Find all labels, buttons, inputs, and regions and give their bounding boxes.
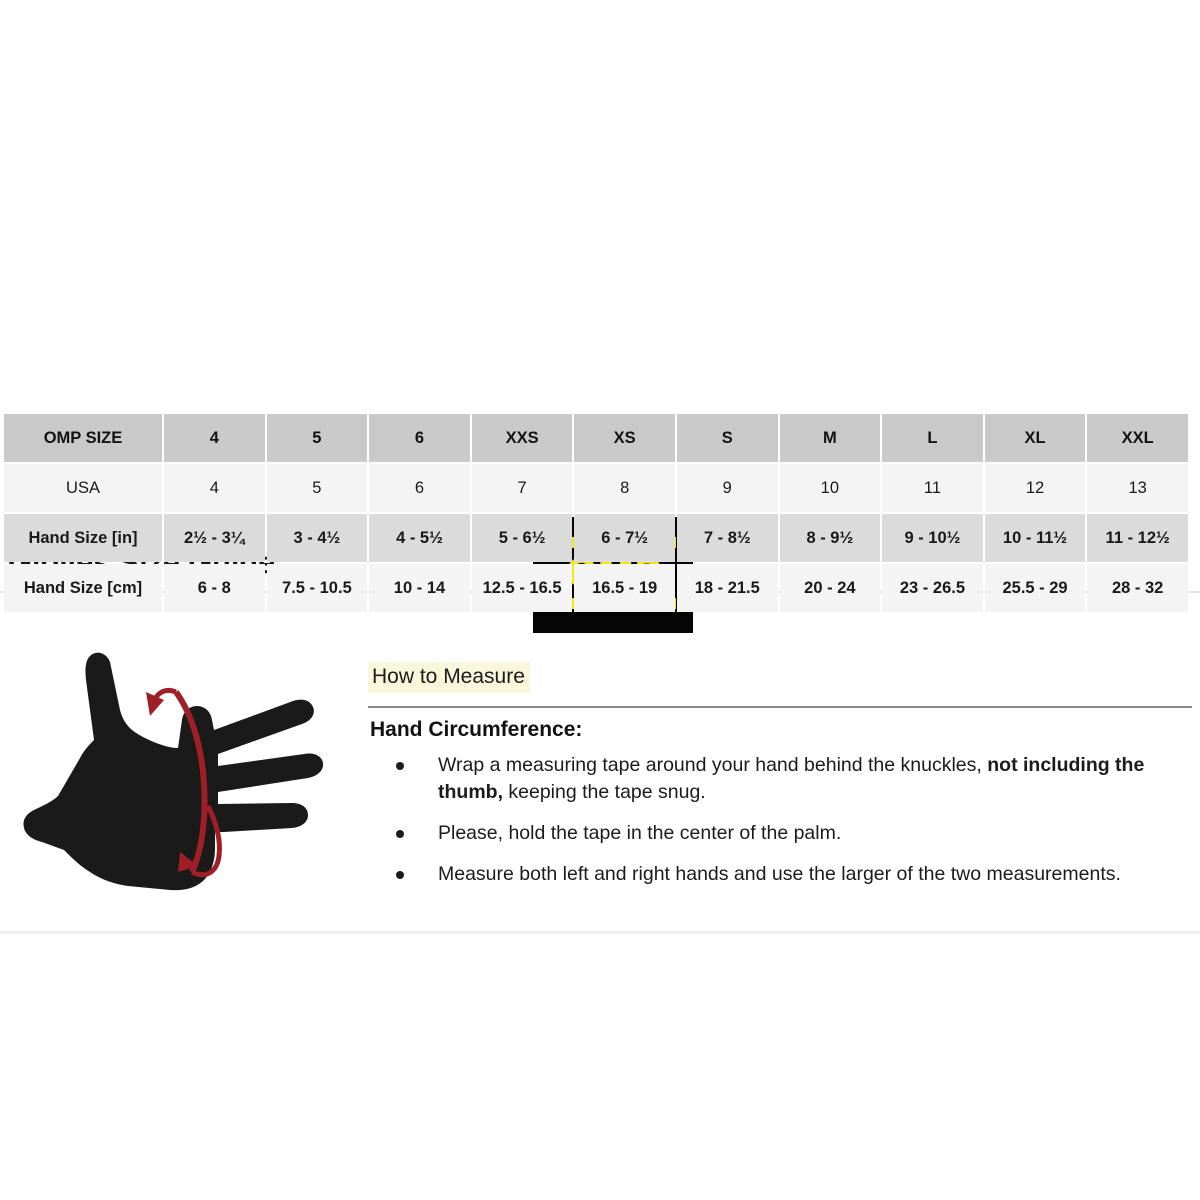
column-header-size: S (676, 414, 778, 462)
footer-divider (0, 931, 1200, 934)
bullet-text-part1: Please, hold the tape in the center of t… (438, 822, 842, 844)
cell-hand-size-in: 11 - 12½ (1087, 514, 1188, 562)
cell-hand-size-cm: 16.5 - 19 (574, 564, 675, 612)
column-header-size: 5 (266, 414, 368, 462)
cell-hand-size-in: 9 - 10½ (882, 514, 983, 562)
cell-hand-size-in: 4 - 5½ (369, 514, 470, 562)
cell-hand-size-cm: 20 - 24 (779, 564, 881, 612)
size-chart-table: OMP SIZE 4 5 6 XXS XS S M L XL XXL USA 4… (2, 412, 1190, 614)
bullet-icon (396, 871, 404, 879)
subheading-hand-circumference: Hand Circumference: (370, 718, 583, 741)
column-header-size: M (779, 414, 881, 462)
bullet-text-bold: not including the thumb, (438, 754, 1145, 803)
column-header-size: XXS (471, 414, 573, 462)
column-header-size: 4 (164, 414, 265, 462)
table-row: Hand Size [in] 2½ - 3¼ 3 - 4½ 4 - 5½ 5 -… (4, 514, 1188, 562)
cell-usa: 10 (779, 464, 881, 512)
section-heading-wrap: How to Measure (368, 662, 1192, 693)
cell-hand-size-cm: 25.5 - 29 (984, 564, 1086, 612)
hand-silhouette (23, 652, 324, 891)
column-header-size: XXL (1087, 414, 1188, 462)
column-header-size: L (882, 414, 983, 462)
tape-arrow-lower (178, 852, 198, 872)
cell-hand-size-cm: 12.5 - 16.5 (471, 564, 573, 612)
cell-usa: 9 (676, 464, 778, 512)
column-header-omp-size: OMP SIZE (4, 414, 162, 462)
tape-loop-front (173, 690, 208, 874)
cell-usa: 11 (882, 464, 983, 512)
instruction-list: Wrap a measuring tape around your hand b… (370, 752, 1192, 902)
page-header: Gloves Size Guide OMP (0, 258, 1200, 633)
cell-hand-size-cm: 7.5 - 10.5 (266, 564, 368, 612)
bullet-text-part2: keeping the tape snug. (502, 781, 706, 803)
how-to-measure-panel: How to Measure Hand Circumference: Wrap … (0, 640, 1200, 930)
cell-hand-size-cm: 6 - 8 (164, 564, 265, 612)
cell-usa: 4 (164, 464, 265, 512)
list-item: Please, hold the tape in the center of t… (370, 820, 1192, 847)
table-header-row: OMP SIZE 4 5 6 XXS XS S M L XL XXL (4, 414, 1188, 462)
table-row: Hand Size [cm] 6 - 8 7.5 - 10.5 10 - 14 … (4, 564, 1188, 612)
tape-arrow-upper (146, 692, 164, 716)
cell-hand-size-cm: 10 - 14 (369, 564, 470, 612)
list-item: Measure both left and right hands and us… (370, 861, 1192, 888)
cell-usa: 5 (266, 464, 368, 512)
cell-hand-size-cm: 18 - 21.5 (676, 564, 778, 612)
cell-hand-size-in: 6 - 7½ (574, 514, 675, 562)
bullet-icon (396, 830, 404, 838)
bullet-icon (396, 762, 404, 770)
row-label-hand-size-in: Hand Size [in] (4, 514, 162, 562)
cell-hand-size-in: 3 - 4½ (266, 514, 368, 562)
cell-usa: 6 (369, 464, 470, 512)
column-header-size: XS (574, 414, 675, 462)
column-header-size: XL (984, 414, 1086, 462)
cell-usa: 13 (1087, 464, 1188, 512)
cell-usa: 12 (984, 464, 1086, 512)
bullet-text-part1: Wrap a measuring tape around your hand b… (438, 754, 988, 776)
cell-hand-size-in: 10 - 11½ (984, 514, 1086, 562)
cell-usa: 8 (574, 464, 675, 512)
list-item: Wrap a measuring tape around your hand b… (370, 752, 1192, 806)
cell-hand-size-in: 7 - 8½ (676, 514, 778, 562)
section-divider (368, 706, 1192, 708)
cell-usa: 7 (471, 464, 573, 512)
cell-hand-size-in: 5 - 6½ (471, 514, 573, 562)
bullet-text-part1: Measure both left and right hands and us… (438, 863, 1121, 885)
row-label-hand-size-cm: Hand Size [cm] (4, 564, 162, 612)
cell-hand-size-cm: 28 - 32 (1087, 564, 1188, 612)
column-header-size: 6 (369, 414, 470, 462)
section-heading-how-to-measure: How to Measure (368, 662, 530, 693)
cell-hand-size-in: 2½ - 3¼ (164, 514, 265, 562)
tape-loop-back (190, 804, 222, 878)
table-row: USA 4 5 6 7 8 9 10 11 12 13 (4, 464, 1188, 512)
row-label-usa: USA (4, 464, 162, 512)
cell-hand-size-in: 8 - 9½ (779, 514, 881, 562)
cell-hand-size-cm: 23 - 26.5 (882, 564, 983, 612)
hand-measuring-diagram (23, 652, 324, 891)
